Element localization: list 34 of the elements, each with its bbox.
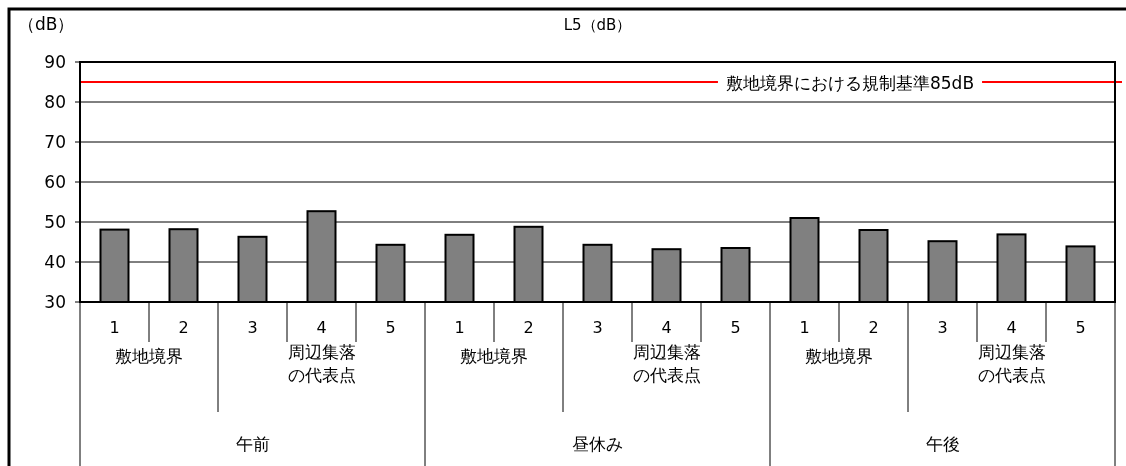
text: 敷地境界 [115, 346, 183, 366]
x-tick-label: 3 [937, 318, 948, 337]
y-tick-label: 50 [44, 212, 66, 232]
x-tick-label: 5 [730, 318, 741, 337]
x-tick-label: 4 [316, 318, 327, 337]
text: 敷地境界 [805, 346, 873, 366]
text: 周辺集落の代表点 [287, 342, 356, 385]
x-tick-label: 4 [1006, 318, 1017, 337]
y-tick-label: 80 [44, 92, 66, 112]
x-tick-label: 5 [1075, 318, 1086, 337]
x-tick-label: 2 [178, 318, 189, 337]
text: 昼休み [572, 434, 623, 454]
text: 周辺集落の代表点 [632, 342, 701, 385]
ref-line-label: 敷地境界における規制基準85dB [725, 73, 975, 93]
x-tick-label: 2 [523, 318, 534, 337]
x-tick-label: 3 [592, 318, 603, 337]
y-tick-label: 30 [44, 292, 66, 312]
x-tick-label: 1 [109, 318, 120, 337]
x-tick-label: 3 [247, 318, 258, 337]
text: 周辺集落の代表点 [977, 342, 1046, 385]
x-tick-label: 2 [868, 318, 879, 337]
text: 午後 [925, 434, 960, 454]
y-tick-label: 40 [44, 252, 66, 272]
y-tick-label: 90 [44, 52, 66, 72]
x-tick-label: 5 [385, 318, 396, 337]
x-tick-label: 1 [454, 318, 465, 337]
x-tick-label: 1 [799, 318, 810, 337]
y-axis-title: （dB） [18, 14, 75, 34]
y-tick-label: 60 [44, 172, 66, 192]
x-tick-label: 4 [661, 318, 672, 337]
y-tick-label: 70 [44, 132, 66, 152]
text: 午前 [235, 434, 270, 454]
chart-title: L5（dB） [563, 16, 632, 34]
text: 敷地境界 [460, 346, 528, 366]
